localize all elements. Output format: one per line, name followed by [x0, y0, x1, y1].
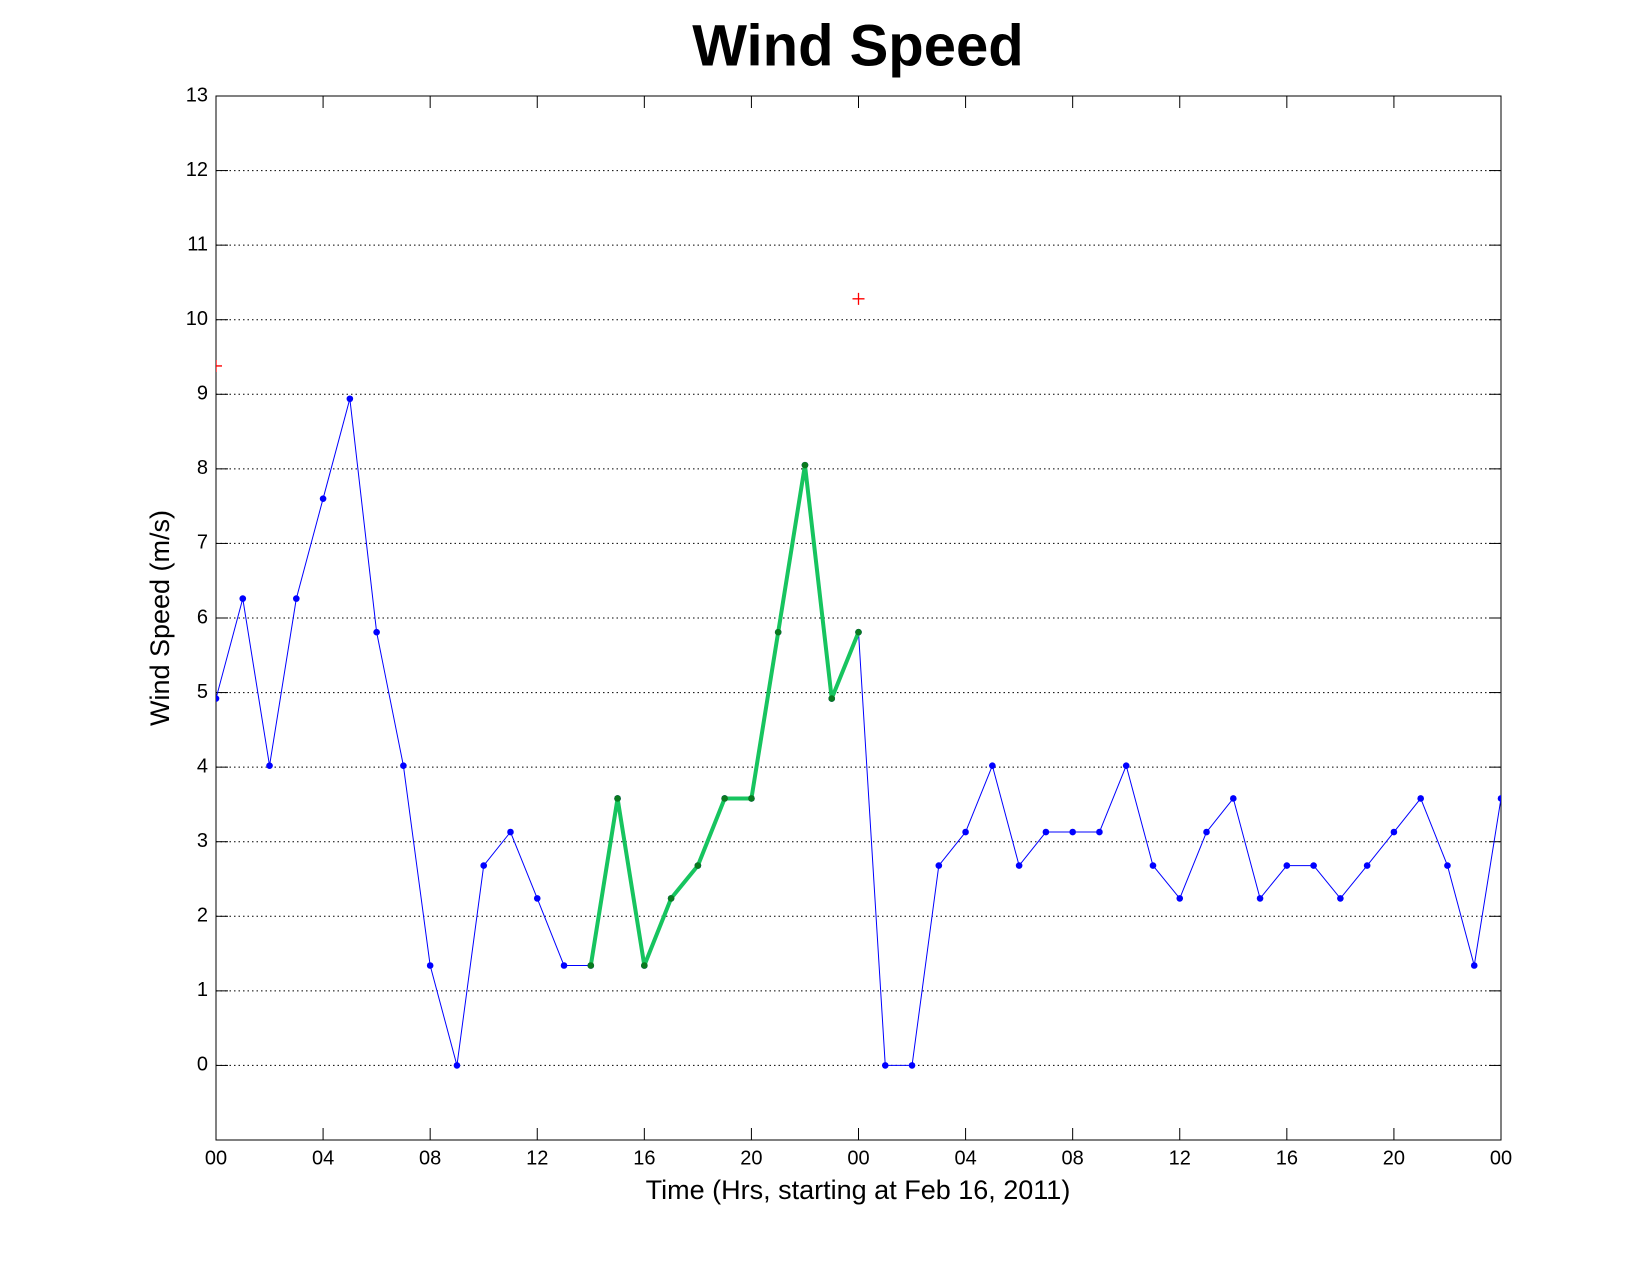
data-point [1256, 895, 1264, 902]
data-point [533, 895, 541, 902]
data-point [293, 595, 300, 602]
data-point [801, 461, 809, 469]
data-point [319, 495, 327, 502]
data-point [1444, 862, 1451, 869]
data-point [1470, 962, 1478, 969]
data-point [1310, 862, 1317, 869]
x-axis-label: Time (Hrs, starting at Feb 16, 2011) [646, 1175, 1071, 1205]
x-tick-label: 08 [1062, 1147, 1084, 1169]
y-tick-label: 12 [186, 159, 208, 181]
y-tick-label: 5 [197, 681, 208, 703]
data-point [935, 862, 943, 869]
data-point [426, 962, 434, 969]
data-point [1176, 895, 1184, 902]
data-point [1122, 762, 1130, 769]
data-point [1149, 862, 1157, 869]
y-axis-label: Wind Speed (m/s) [145, 510, 175, 726]
data-point [614, 795, 621, 802]
data-point [1096, 828, 1103, 836]
data-point [1283, 862, 1291, 869]
y-tick-label: 10 [186, 308, 208, 330]
data-point [266, 762, 273, 769]
data-point [641, 962, 648, 969]
y-tick-label: 13 [186, 84, 208, 106]
data-point [828, 695, 836, 702]
y-tick-label: 11 [187, 233, 208, 255]
x-tick-label: 04 [954, 1147, 976, 1169]
data-point [881, 1062, 889, 1069]
data-point [216, 695, 220, 702]
y-tick-label: 4 [197, 755, 208, 777]
x-tick-label: 16 [633, 1147, 655, 1169]
data-point [908, 1062, 916, 1069]
data-point [1337, 895, 1344, 902]
data-point [453, 1062, 461, 1069]
data-point [507, 828, 514, 836]
data-point [1390, 828, 1398, 836]
y-tick-label: 6 [197, 606, 208, 628]
y-tick-label: 1 [197, 979, 208, 1001]
y-tick-label: 2 [197, 905, 208, 927]
data-point [774, 628, 782, 636]
data-point [1042, 828, 1050, 836]
data-point [1363, 862, 1371, 869]
plus-marker [852, 292, 865, 305]
series [216, 292, 865, 372]
data-point [1069, 828, 1076, 836]
data-point [560, 962, 568, 969]
data-point [989, 762, 996, 769]
data-point [1497, 795, 1501, 802]
data-point [1417, 795, 1424, 802]
y-tick-label: 7 [197, 532, 208, 554]
y-tick-label: 9 [197, 383, 208, 405]
x-tick-label: 12 [1169, 1147, 1191, 1169]
x-tick-label: 08 [419, 1147, 441, 1169]
data-point [346, 395, 354, 403]
data-point [480, 862, 488, 869]
x-tick-label: 00 [1490, 1147, 1512, 1169]
series [587, 461, 862, 969]
data-point [239, 595, 247, 602]
plus-marker [216, 359, 222, 372]
x-tick-label: 20 [740, 1147, 762, 1169]
data-point [962, 828, 969, 836]
x-tick-label: 12 [526, 1147, 548, 1169]
x-tick-label: 04 [312, 1147, 334, 1169]
x-tick-label: 20 [1383, 1147, 1405, 1169]
data-point [1015, 862, 1023, 869]
data-point [667, 895, 675, 902]
data-point [1203, 828, 1210, 836]
y-tick-label: 3 [197, 830, 208, 852]
x-tick-label: 00 [205, 1147, 227, 1169]
y-tick-label: 8 [197, 457, 208, 479]
chart-title: Wind Speed [692, 13, 1023, 78]
data-point [373, 628, 380, 636]
x-tick-label: 16 [1276, 1147, 1298, 1169]
data-point [1229, 795, 1237, 802]
data-point [400, 762, 407, 769]
data-point [721, 795, 728, 802]
data-point [748, 795, 755, 802]
y-tick-label: 0 [197, 1054, 208, 1076]
data-point [855, 628, 862, 636]
axes-box [215, 95, 1502, 1141]
x-tick-label: 00 [847, 1147, 869, 1169]
data-point [694, 862, 702, 869]
data-point [587, 962, 595, 969]
